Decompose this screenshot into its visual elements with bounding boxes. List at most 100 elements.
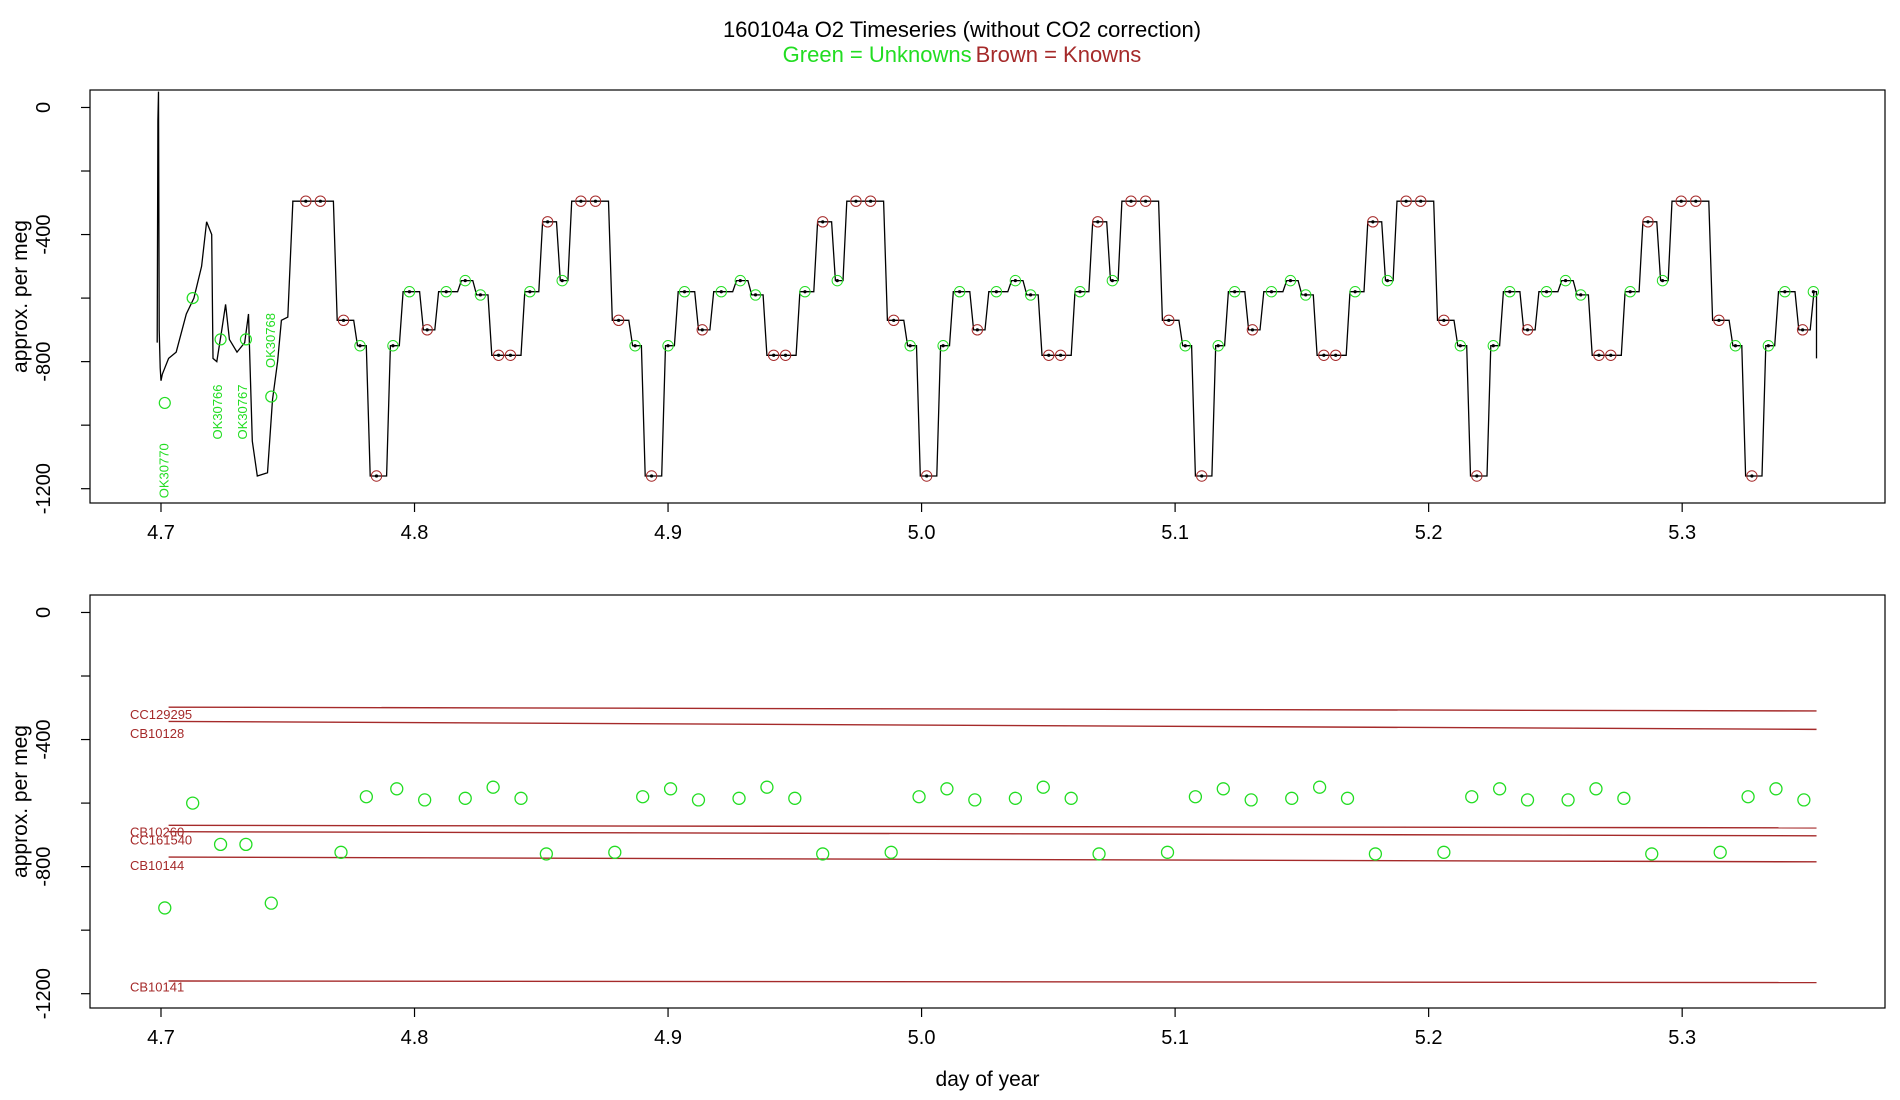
sample-marker [1106,274,1119,287]
sample-marker [1729,340,1742,352]
unknown-point [912,790,926,804]
sample-dot [753,293,758,297]
sample-marker [1179,340,1191,352]
sample-dot [1783,290,1787,294]
sample-marker [971,324,984,336]
sample-dot [1475,474,1479,478]
x-tick-label: 5.1 [1161,522,1189,544]
sample-dot [1491,344,1495,348]
sample-dot [617,318,621,322]
sample-marker [387,340,399,352]
unknown-marker [239,333,253,346]
sample-marker [1796,324,1809,336]
sample-dot [1646,220,1650,224]
sample-marker [990,286,1003,298]
sample-marker [1559,274,1572,287]
sample-marker [1163,314,1175,327]
sample-dot [1579,293,1583,297]
sample-marker [662,340,674,352]
sample-marker [459,274,471,287]
unknown-point [1741,790,1755,804]
sample-dot [958,290,962,294]
sample-dot [682,290,687,294]
unknown-point [1064,791,1078,805]
unknown-point [213,837,228,852]
x-tick-label: 5.0 [908,1027,936,1049]
sample-marker [1054,349,1067,361]
sample-marker [1228,286,1241,298]
sample-dot [407,290,412,294]
sample-dot [1525,328,1530,332]
unknown-point [1520,793,1535,807]
unknown-point [788,791,802,805]
sample-dot [1660,279,1665,283]
sample-annotation: OK30767 [235,385,250,440]
sample-marker [1246,324,1259,336]
sample-dot [1078,290,1082,294]
y-tick-label: -1200 [33,463,55,514]
sample-dot [1404,199,1408,203]
sample-marker [1092,216,1104,228]
sample-dot [374,474,379,478]
unknown-point [359,790,373,804]
sample-marker [474,289,487,301]
sample-dot [941,344,945,348]
unknown-point [1492,782,1507,796]
sample-marker [1415,195,1427,207]
unknown-point [1340,791,1355,805]
unknown-point [1769,782,1783,796]
y-tick-label: -400 [33,215,55,255]
sample-dot [1733,344,1738,348]
sample-marker [850,195,862,207]
sample-dot [1129,199,1133,203]
sample-marker [1471,470,1483,482]
sample-marker [1318,349,1330,361]
sample-annotation: OK30766 [210,385,225,440]
unknown-point [1645,847,1659,861]
sample-marker [370,470,383,482]
known-reference-label: CC129295 [130,707,192,722]
sample-dot [868,199,873,203]
subtitle-knowns: Brown = Knowns [976,42,1142,67]
sample-dot [1047,353,1051,357]
y-tick-label: -800 [33,342,55,382]
sample-dot [508,353,513,357]
sample-dot [1110,279,1114,283]
sample-dot [444,290,448,294]
known-reference-label: CB10260 [130,825,184,840]
sample-marker [337,314,350,327]
unknown-point [264,896,278,910]
sample-dot [341,318,346,322]
sample-marker [1329,349,1342,361]
sample-dot [1233,290,1237,294]
sample-marker [1807,286,1820,298]
unknown-marker [158,396,171,410]
x-tick-label: 4.9 [654,1027,682,1049]
sample-dot [1419,199,1423,203]
sample-marker [799,286,811,298]
unknown-point [1713,845,1727,859]
sample-marker [779,349,792,361]
sample-marker [629,340,641,352]
sample-marker [1624,286,1636,298]
sample-dot [1458,344,1462,348]
sample-marker [645,470,658,482]
sample-dot [1811,290,1815,294]
sample-marker [314,195,327,207]
sample-marker [831,274,843,287]
sample-dot [560,279,564,283]
sample-marker [1284,274,1297,287]
sample-marker [1593,349,1605,361]
sample-marker [1009,274,1022,287]
sample-dot [1750,474,1754,478]
unknown-point [732,791,746,805]
unknown-point [608,845,622,859]
known-reference-line [168,720,1817,731]
sample-marker [1675,195,1687,207]
x-tick-label: 5.3 [1668,1027,1696,1049]
sample-dot [803,290,807,294]
sample-dot [892,318,896,322]
sample-marker [1642,216,1654,228]
sample-dot [821,220,825,224]
